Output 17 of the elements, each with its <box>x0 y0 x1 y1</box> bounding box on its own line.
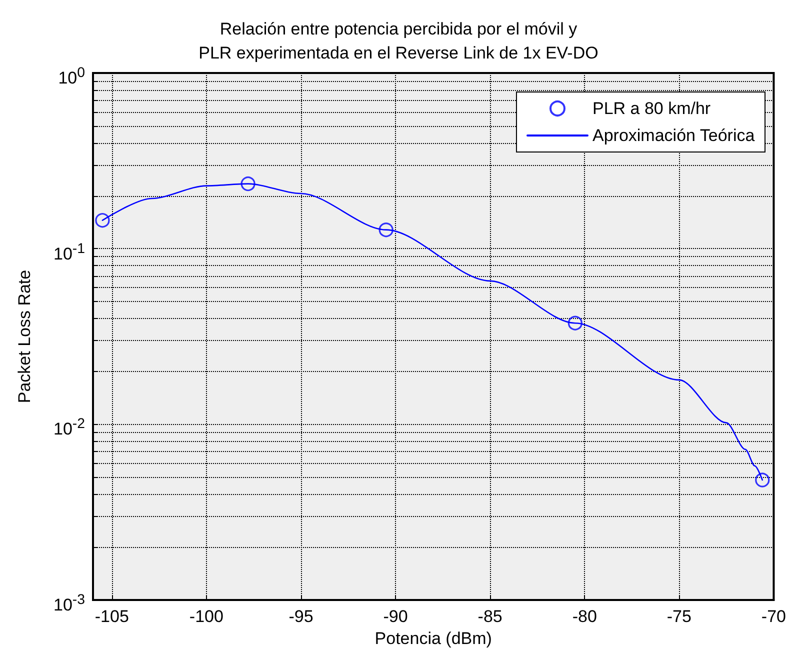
legend-label: PLR a 80 km/hr <box>592 99 711 118</box>
x-tick-label: -70 <box>761 607 786 626</box>
y-axis-title: Packet Loss Rate <box>15 270 34 404</box>
chart-title: Relación entre potencia percibida por el móvil y PLR experimentada en el Reverse Link de 1x EV-DO <box>198 20 598 62</box>
y-tick-label: 10$^{-1}$ <box>53 240 85 266</box>
y-tick-label: 10$^{-3}$ <box>53 591 85 617</box>
y-tick-label: 10$^{0}$ <box>58 64 85 90</box>
x-tick-label: -75 <box>666 607 692 626</box>
x-tick-label: -95 <box>288 607 314 626</box>
x-tick-label: -90 <box>383 607 408 626</box>
x-tick-label: -85 <box>478 607 502 626</box>
y-tick-label: 10$^{-2}$ <box>53 415 85 441</box>
x-tick-label: -80 <box>572 607 597 626</box>
x-axis-title: Potencia (dBm) <box>374 629 492 648</box>
legend-label: Aproximación Teórica <box>592 126 756 145</box>
x-tick-label: -100 <box>189 607 224 626</box>
x-tick-label: -105 <box>94 607 129 626</box>
